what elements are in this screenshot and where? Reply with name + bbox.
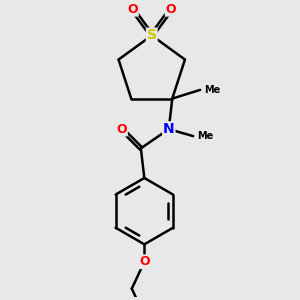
Text: O: O xyxy=(139,255,150,268)
Text: Me: Me xyxy=(197,131,213,141)
Text: N: N xyxy=(163,122,175,136)
Text: S: S xyxy=(147,28,157,43)
Text: O: O xyxy=(127,3,138,16)
Text: Me: Me xyxy=(204,85,220,95)
Text: O: O xyxy=(166,3,176,16)
Text: O: O xyxy=(116,123,127,136)
